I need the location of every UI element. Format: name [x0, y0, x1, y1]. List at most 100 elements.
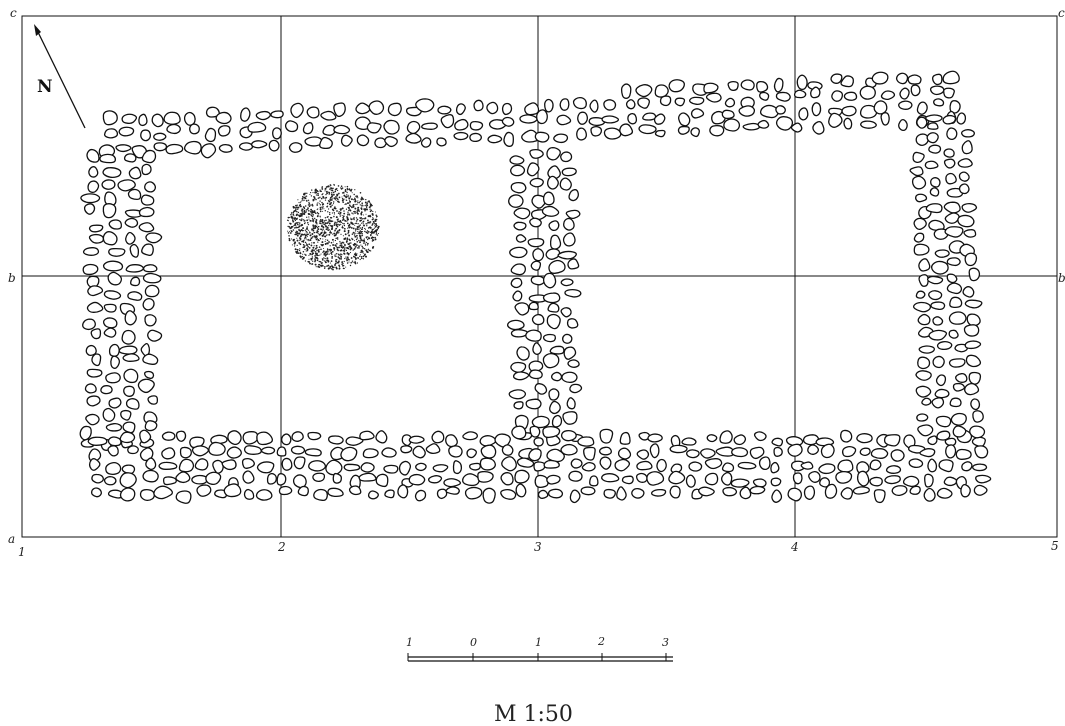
- stipple-dot: [321, 230, 324, 232]
- stone: [705, 92, 722, 103]
- stipple-dot: [314, 224, 316, 227]
- stipple-dot: [311, 242, 313, 244]
- stone: [144, 181, 157, 193]
- stipple-dot: [329, 211, 331, 214]
- stipple-dot: [337, 220, 340, 223]
- stone: [950, 412, 967, 426]
- stone: [100, 385, 113, 395]
- stipple-dot: [316, 246, 318, 249]
- stipple-dot: [367, 201, 369, 203]
- stipple-dot: [313, 241, 315, 244]
- stipple-dot: [337, 218, 339, 220]
- stipple-dot: [312, 229, 315, 232]
- stipple-dot: [304, 229, 307, 231]
- stone: [946, 127, 958, 141]
- stipple-dot: [314, 231, 316, 233]
- stipple-dot: [317, 265, 320, 268]
- stone: [972, 410, 984, 423]
- stone: [931, 397, 945, 409]
- stone: [560, 307, 572, 318]
- stone: [961, 129, 975, 138]
- stipple-dot: [330, 189, 332, 191]
- stipple-dot: [305, 209, 308, 211]
- stipple-dot: [306, 242, 308, 244]
- stone: [560, 278, 574, 287]
- stipple-dot: [319, 216, 321, 218]
- stipple-dot: [323, 260, 325, 262]
- stipple-dot: [348, 188, 351, 191]
- stone: [260, 446, 276, 455]
- stipple-dot: [312, 214, 314, 216]
- scale-tick-label: 3: [662, 636, 669, 649]
- stipple-dot: [338, 192, 340, 195]
- stone: [130, 276, 141, 287]
- stipple-dot: [307, 207, 309, 210]
- stipple-dot: [292, 205, 295, 208]
- stone: [516, 457, 535, 468]
- stone: [619, 431, 631, 445]
- stipple-dot: [368, 248, 370, 250]
- stone: [153, 485, 174, 500]
- stone: [537, 489, 549, 499]
- stipple-dot: [326, 242, 329, 245]
- stipple-dot: [361, 226, 364, 229]
- stipple-dot: [336, 261, 338, 263]
- stone: [108, 247, 126, 257]
- stipple-dot: [353, 234, 356, 236]
- stone: [840, 487, 854, 500]
- stone: [528, 369, 543, 380]
- stone: [915, 370, 932, 381]
- stone: [530, 260, 542, 271]
- stipple-dot: [357, 197, 359, 199]
- stone: [86, 368, 103, 378]
- stipple-dot: [330, 260, 333, 262]
- stipple-dot: [326, 222, 329, 224]
- stone: [930, 177, 941, 188]
- stone: [124, 310, 137, 326]
- stipple-dot: [293, 210, 296, 213]
- stipple-dot: [363, 247, 366, 250]
- stipple-dot: [298, 249, 301, 252]
- stipple-dot: [365, 249, 368, 252]
- stipple-dot: [366, 207, 368, 209]
- stone: [945, 172, 957, 185]
- stipple-dot: [330, 202, 332, 204]
- stipple-dot: [299, 239, 301, 242]
- stone: [102, 317, 118, 329]
- stone: [196, 484, 212, 497]
- stipple-dot: [354, 230, 357, 232]
- stipple-dot: [352, 199, 355, 201]
- stipple-dot: [306, 236, 308, 238]
- stone: [128, 166, 142, 180]
- stone: [635, 472, 648, 483]
- stipple-dot: [353, 198, 356, 201]
- stone: [975, 474, 992, 484]
- stipple-dot: [349, 264, 352, 267]
- stone: [627, 113, 638, 125]
- stone: [515, 483, 527, 498]
- stipple-dot: [334, 206, 336, 208]
- stipple-dot: [372, 217, 374, 219]
- stipple-dot: [289, 216, 291, 219]
- stipple-dot: [331, 227, 334, 229]
- stone: [919, 448, 936, 458]
- stone: [915, 193, 928, 203]
- stipple-dot: [324, 190, 326, 192]
- stippled-pit-feature: [286, 183, 380, 271]
- stipple-dot: [303, 206, 305, 209]
- stipple-dot: [372, 218, 375, 220]
- stone: [266, 472, 277, 485]
- stone: [546, 146, 561, 161]
- stipple-dot: [321, 241, 324, 244]
- stone: [79, 425, 92, 441]
- stone: [677, 125, 690, 135]
- stone: [123, 385, 135, 397]
- stone: [727, 80, 739, 91]
- stipple-dot: [346, 216, 348, 218]
- stipple-dot: [299, 221, 301, 224]
- stipple-dot: [316, 226, 319, 229]
- stipple-dot: [331, 189, 334, 192]
- stipple-dot: [306, 199, 308, 202]
- stone: [175, 490, 192, 504]
- stipple-dot: [338, 231, 340, 234]
